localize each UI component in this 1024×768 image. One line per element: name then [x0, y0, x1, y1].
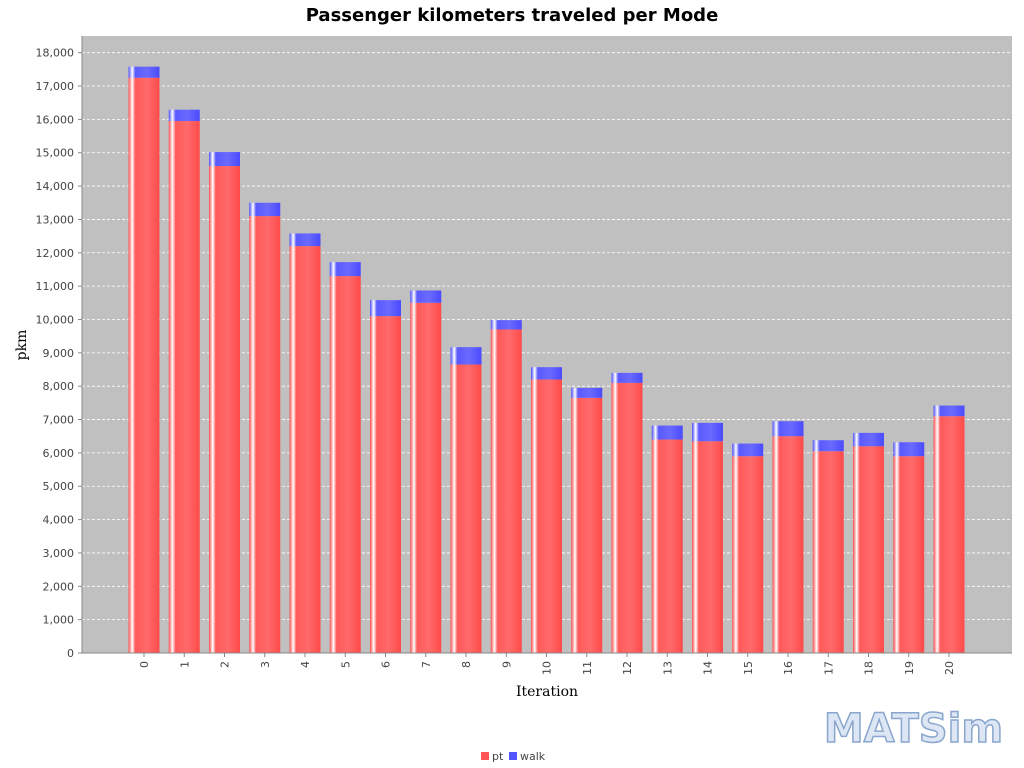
x-tick-label: 4 [299, 661, 312, 668]
bars [128, 66, 965, 654]
x-tick-label: 16 [782, 661, 795, 675]
y-tick-label: 8,000 [43, 380, 75, 393]
bar-walk [933, 405, 965, 417]
x-tick-label: 2 [219, 661, 232, 668]
y-tick-label: 4,000 [43, 514, 75, 527]
bar-walk [249, 202, 281, 217]
y-tick-label: 13,000 [36, 213, 75, 226]
bar-pt [490, 329, 522, 653]
bar-pt [531, 379, 562, 653]
y-tick-label: 1,000 [43, 614, 75, 627]
y-tick-label: 12,000 [36, 247, 75, 260]
y-tick-label: 0 [67, 647, 74, 660]
bar-walk [329, 262, 361, 277]
x-tick-label: 5 [339, 661, 352, 668]
bar-pt [209, 166, 240, 654]
y-tick-label: 6,000 [43, 447, 75, 460]
y-tick-label: 9,000 [43, 347, 75, 360]
legend: pt walk [481, 750, 546, 763]
bar-walk [692, 422, 723, 442]
bar-pt [893, 456, 925, 653]
bar-pt [289, 246, 321, 653]
bar-walk [168, 109, 200, 122]
bar-pt [128, 77, 160, 653]
bar-pt [812, 451, 844, 653]
bar-walk [893, 442, 925, 457]
bar-walk [450, 347, 482, 365]
bar-pt [329, 276, 361, 653]
bar-walk [772, 421, 804, 437]
bar-walk [853, 432, 884, 447]
x-tick-label: 15 [742, 661, 755, 675]
y-tick-label: 7,000 [43, 414, 75, 427]
bar-walk [490, 320, 522, 330]
x-tick-label: 10 [541, 661, 554, 675]
legend-label-pt: pt [492, 750, 504, 763]
bar-walk [611, 372, 643, 383]
x-tick-label: 9 [500, 661, 513, 668]
bar-walk [209, 152, 240, 167]
bar-walk [128, 66, 160, 78]
bar-pt [651, 439, 683, 653]
x-tick-label: 14 [702, 661, 715, 675]
legend-label-walk: walk [520, 750, 546, 763]
bar-pt [732, 456, 764, 653]
bar-walk [370, 300, 401, 317]
y-tick-label: 3,000 [43, 547, 75, 560]
bar-pt [370, 316, 401, 653]
x-tick-label: 1 [178, 661, 191, 668]
y-tick-label: 17,000 [36, 80, 75, 93]
bar-pt [168, 121, 200, 653]
bar-walk [531, 367, 562, 380]
x-tick-label: 6 [380, 661, 393, 668]
x-tick-label: 13 [661, 661, 674, 675]
bar-pt [249, 216, 281, 653]
chart-title: Passenger kilometers traveled per Mode [306, 5, 719, 26]
x-tick-label: 18 [863, 661, 876, 675]
y-tick-label: 15,000 [36, 147, 75, 160]
bar-pt [853, 446, 884, 653]
x-tick-label: 8 [460, 661, 473, 668]
x-tick-label: 11 [581, 661, 594, 675]
x-tick-label: 17 [822, 661, 835, 675]
legend-swatch-walk [509, 752, 517, 760]
bar-walk [571, 387, 603, 398]
legend-swatch-pt [481, 752, 489, 760]
bar-walk [732, 443, 764, 457]
bar-pt [772, 436, 804, 653]
x-axis-ticks: 0 1 2 3 4 5 6 7 8 9 10 11 12 13 14 15 16 17 18 19 20 [138, 653, 956, 675]
bar-pt [410, 302, 442, 653]
x-tick-label: 19 [903, 661, 916, 675]
y-tick-label: 10,000 [36, 313, 75, 326]
y-tick-label: 2,000 [43, 580, 75, 593]
y-tick-label: 18,000 [36, 47, 75, 60]
x-axis-label: Iteration [516, 684, 578, 700]
x-tick-label: 3 [259, 661, 272, 668]
x-tick-label: 7 [420, 661, 433, 668]
bar-walk [812, 440, 844, 452]
bar-pt [450, 364, 482, 653]
bar-walk [289, 233, 321, 247]
bar-pt [933, 416, 965, 653]
y-tick-label: 14,000 [36, 180, 75, 193]
bar-pt [692, 441, 723, 653]
x-tick-label: 0 [138, 661, 151, 668]
x-tick-label: 20 [943, 661, 956, 675]
bar-walk [410, 290, 442, 303]
y-axis-ticks: 0 1,000 2,000 3,000 4,000 5,000 6,000 7,000 8,00… [36, 47, 82, 660]
y-tick-label: 5,000 [43, 480, 75, 493]
y-axis-label: pkm [14, 330, 30, 361]
matsim-logo: MATSim [824, 706, 1003, 752]
bar-pt [611, 382, 643, 653]
y-tick-label: 11,000 [36, 280, 75, 293]
x-tick-label: 12 [621, 661, 634, 675]
bar-pt [571, 397, 603, 653]
bar-walk [651, 425, 683, 440]
y-tick-label: 16,000 [36, 113, 75, 126]
